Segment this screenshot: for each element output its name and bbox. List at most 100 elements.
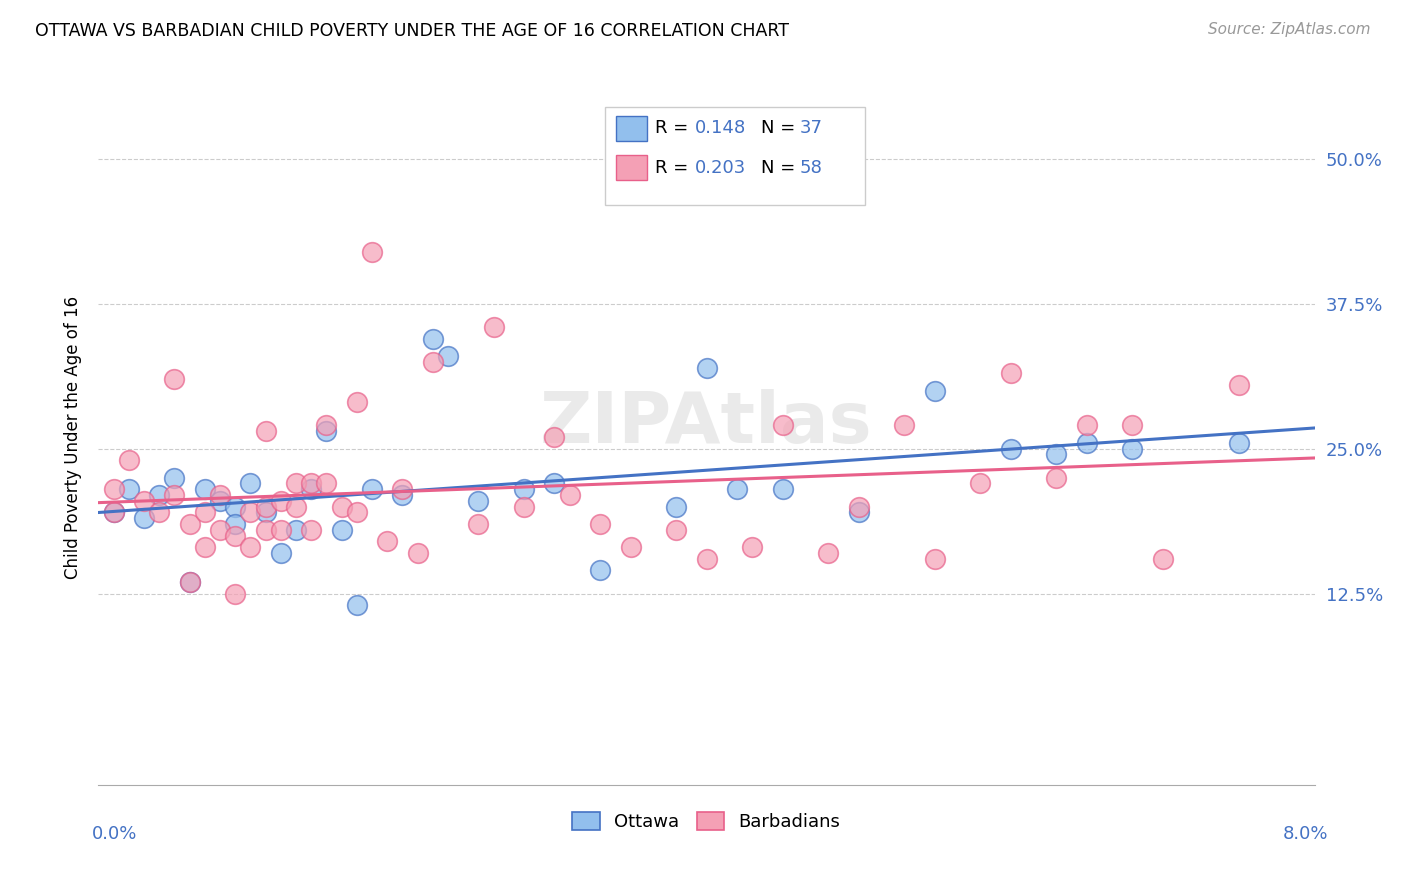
Point bbox=[391, 488, 413, 502]
Point bbox=[118, 453, 141, 467]
Point bbox=[893, 418, 915, 433]
Point bbox=[1227, 435, 1250, 450]
Text: N =: N = bbox=[761, 120, 800, 137]
Text: ZIPAtlas: ZIPAtlas bbox=[540, 389, 873, 458]
Point bbox=[665, 523, 688, 537]
Point bbox=[772, 482, 794, 496]
Point bbox=[163, 372, 186, 386]
Point bbox=[224, 516, 246, 531]
Point bbox=[1121, 418, 1143, 433]
Point bbox=[285, 523, 308, 537]
Point bbox=[543, 430, 565, 444]
Point bbox=[163, 470, 186, 484]
Text: 0.0%: 0.0% bbox=[91, 825, 136, 843]
Point bbox=[589, 564, 612, 578]
Point bbox=[725, 482, 748, 496]
Point bbox=[299, 476, 322, 491]
Point bbox=[422, 354, 444, 368]
Point bbox=[1076, 435, 1098, 450]
Point bbox=[346, 505, 368, 519]
Point bbox=[254, 505, 277, 519]
Point bbox=[482, 320, 505, 334]
Point bbox=[346, 598, 368, 612]
Point bbox=[270, 493, 292, 508]
Point bbox=[209, 493, 232, 508]
Point bbox=[665, 500, 688, 514]
Point bbox=[163, 488, 186, 502]
Point bbox=[924, 384, 946, 398]
Point bbox=[103, 505, 125, 519]
Point bbox=[375, 534, 398, 549]
Point bbox=[817, 546, 839, 560]
Point bbox=[239, 476, 262, 491]
Point bbox=[589, 516, 612, 531]
Point bbox=[224, 587, 246, 601]
Point bbox=[103, 482, 125, 496]
Point bbox=[513, 482, 536, 496]
Point bbox=[1227, 377, 1250, 392]
Point bbox=[848, 500, 870, 514]
Point bbox=[1045, 470, 1067, 484]
Point bbox=[696, 551, 718, 566]
Point bbox=[270, 523, 292, 537]
Point bbox=[315, 476, 337, 491]
Point bbox=[696, 360, 718, 375]
Point bbox=[772, 418, 794, 433]
Text: N =: N = bbox=[761, 159, 800, 177]
Point bbox=[179, 574, 201, 589]
Text: R =: R = bbox=[655, 159, 695, 177]
Point bbox=[467, 493, 489, 508]
Point bbox=[209, 488, 232, 502]
Point bbox=[179, 574, 201, 589]
Point bbox=[315, 424, 337, 438]
Point bbox=[330, 523, 353, 537]
Point bbox=[254, 424, 277, 438]
Point bbox=[285, 500, 308, 514]
Point bbox=[848, 505, 870, 519]
Point bbox=[513, 500, 536, 514]
Text: 0.203: 0.203 bbox=[695, 159, 745, 177]
Point bbox=[148, 488, 170, 502]
Point bbox=[270, 546, 292, 560]
Text: 0.148: 0.148 bbox=[695, 120, 745, 137]
Point bbox=[103, 505, 125, 519]
Text: 8.0%: 8.0% bbox=[1284, 825, 1329, 843]
Point bbox=[194, 505, 217, 519]
Text: R =: R = bbox=[655, 120, 695, 137]
Point bbox=[1121, 442, 1143, 456]
Point bbox=[1076, 418, 1098, 433]
Point bbox=[619, 540, 641, 554]
Point bbox=[254, 523, 277, 537]
Point bbox=[224, 528, 246, 542]
Point bbox=[299, 482, 322, 496]
Point bbox=[299, 523, 322, 537]
Point bbox=[132, 511, 155, 525]
Legend: Ottawa, Barbadians: Ottawa, Barbadians bbox=[565, 805, 848, 838]
Y-axis label: Child Poverty Under the Age of 16: Child Poverty Under the Age of 16 bbox=[63, 295, 82, 579]
Point bbox=[391, 482, 413, 496]
Point bbox=[467, 516, 489, 531]
Point bbox=[558, 488, 581, 502]
Point bbox=[361, 244, 384, 259]
Text: Source: ZipAtlas.com: Source: ZipAtlas.com bbox=[1208, 22, 1371, 37]
Point bbox=[741, 540, 763, 554]
Point bbox=[194, 482, 217, 496]
Point bbox=[194, 540, 217, 554]
Point bbox=[315, 418, 337, 433]
Text: 37: 37 bbox=[800, 120, 823, 137]
Point bbox=[1045, 447, 1067, 462]
Point bbox=[406, 546, 429, 560]
Point bbox=[1000, 366, 1022, 380]
Point bbox=[330, 500, 353, 514]
Point bbox=[209, 523, 232, 537]
Point bbox=[239, 540, 262, 554]
Point bbox=[148, 505, 170, 519]
Text: OTTAWA VS BARBADIAN CHILD POVERTY UNDER THE AGE OF 16 CORRELATION CHART: OTTAWA VS BARBADIAN CHILD POVERTY UNDER … bbox=[35, 22, 789, 40]
Point bbox=[1152, 551, 1174, 566]
Point bbox=[254, 500, 277, 514]
Point bbox=[239, 505, 262, 519]
Point bbox=[132, 493, 155, 508]
Point bbox=[179, 516, 201, 531]
Point bbox=[924, 551, 946, 566]
Point bbox=[1000, 442, 1022, 456]
